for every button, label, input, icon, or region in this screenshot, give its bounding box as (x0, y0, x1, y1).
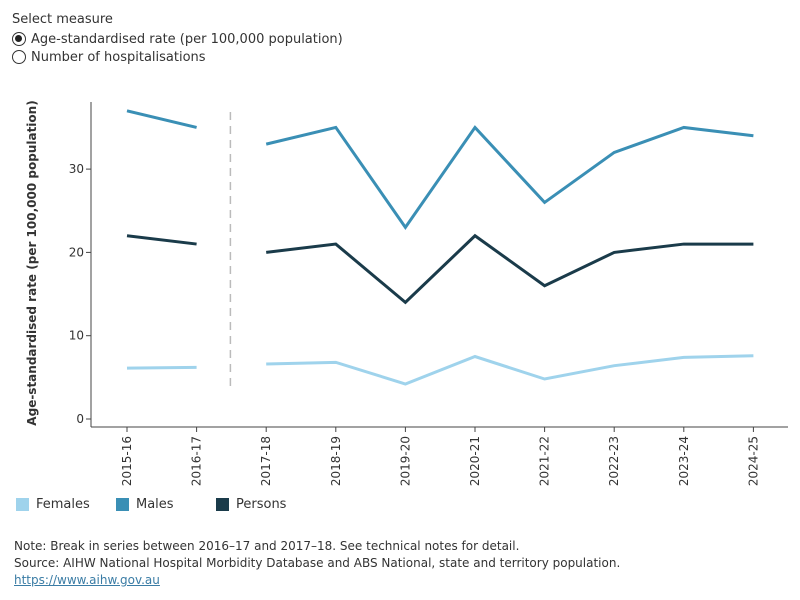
legend-label: Females (36, 497, 90, 512)
radio-number-of-hospitalisations[interactable]: Number of hospitalisations (12, 48, 343, 66)
x-tick-label: 2019-20 (398, 436, 412, 486)
x-tick-label: 2023-24 (677, 436, 691, 486)
note-text: Note: Break in series between 2016–17 an… (14, 539, 520, 553)
x-tick-label: 2024-25 (746, 436, 760, 486)
x-tick-label: 2016-17 (190, 436, 204, 486)
x-tick-label: 2021-22 (538, 436, 552, 486)
chart-axes (90, 102, 788, 428)
radio-label: Age-standardised rate (per 100,000 popul… (31, 31, 343, 47)
y-tick-label: 20 (69, 245, 84, 259)
y-tick-label: 10 (69, 329, 84, 343)
x-tick-label: 2020-21 (468, 436, 482, 486)
legend-item-males[interactable]: Males (116, 497, 216, 512)
radio-selected-icon[interactable] (12, 32, 26, 46)
measure-selector: Select measure Age-standardised rate (pe… (12, 12, 343, 66)
radio-unselected-icon[interactable] (12, 50, 26, 64)
aihw-link[interactable]: https://www.aihw.gov.au (14, 573, 160, 587)
series-line-females[interactable] (266, 354, 754, 386)
series-line-males[interactable] (126, 109, 197, 129)
radio-age-standardised-rate[interactable]: Age-standardised rate (per 100,000 popul… (12, 30, 343, 48)
x-tick-label: 2018-19 (329, 436, 343, 486)
chart-notes: Note: Break in series between 2016–17 an… (14, 538, 620, 589)
series-line-persons[interactable] (266, 233, 754, 305)
radio-label: Number of hospitalisations (31, 49, 206, 65)
series-line-persons[interactable] (126, 234, 197, 246)
x-tick-label: 2022-23 (607, 436, 621, 486)
legend-label: Males (136, 497, 174, 512)
x-tick-label: 2015-16 (120, 436, 134, 486)
series-line-females[interactable] (126, 365, 197, 370)
y-tick-label: 0 (76, 412, 84, 426)
legend-swatch (216, 498, 229, 511)
measure-selector-title: Select measure (12, 12, 113, 27)
legend-label: Persons (236, 497, 287, 512)
y-axis-label: Age-standardised rate (per 100,000 popul… (25, 100, 39, 425)
chart-ticks: 0 10 20 30 2015-16 2016-17 2017-18 2018-19 2019-… (69, 162, 761, 486)
x-tick-label: 2017-18 (259, 436, 273, 486)
chart-legend: Females Males Persons (16, 497, 286, 512)
legend-item-females[interactable]: Females (16, 497, 116, 512)
y-tick-label: 30 (69, 162, 84, 176)
series-line-males[interactable] (265, 125, 754, 231)
chart-series (126, 109, 754, 386)
legend-swatch (16, 498, 29, 511)
source-text: Source: AIHW National Hospital Morbidity… (14, 556, 621, 570)
legend-item-persons[interactable]: Persons (216, 497, 286, 512)
legend-swatch (116, 498, 129, 511)
